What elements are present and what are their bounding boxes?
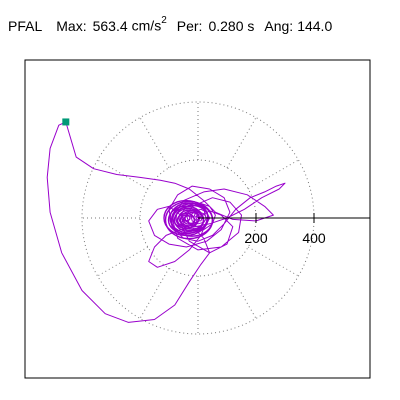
grid-spoke-210 [97, 246, 149, 277]
orbit-series-0 [46, 121, 286, 323]
x-tick-label-200: 200 [244, 230, 268, 246]
cluster-loop-9 [167, 205, 205, 235]
period-label: Per: [176, 17, 203, 34]
max-unit-power: 2 [161, 15, 167, 26]
grid-spoke-120 [139, 117, 170, 169]
angle-value: 144.0 [297, 17, 333, 34]
grid-spoke-150 [97, 159, 149, 190]
plot-area: 200 400 [46, 101, 370, 335]
station-code: PFAL [8, 17, 43, 34]
grid-spoke-300 [226, 267, 257, 319]
max-unit: cm/s2 [131, 15, 167, 34]
period-value: 0.280 s [208, 17, 255, 34]
plot-frame [24, 59, 371, 379]
grid-spoke-330 [247, 246, 299, 277]
cluster-loop-3 [176, 212, 196, 228]
max-unit-text: cm/s [131, 17, 162, 34]
x-tick-label-400: 400 [302, 230, 326, 246]
max-label: Max: [56, 17, 87, 34]
max-value: 563.4 [92, 17, 128, 34]
grid-spoke-240 [139, 267, 170, 319]
grid-spoke-30 [247, 159, 299, 190]
peak-marker [62, 118, 70, 126]
chart-title: PFAL Max: 563.4 cm/s2 Per: 0.280 s Ang: … [8, 15, 333, 39]
angle-label: Ang: [264, 17, 294, 34]
cluster-loop-13 [164, 200, 214, 240]
grid-spoke-60 [226, 117, 257, 169]
